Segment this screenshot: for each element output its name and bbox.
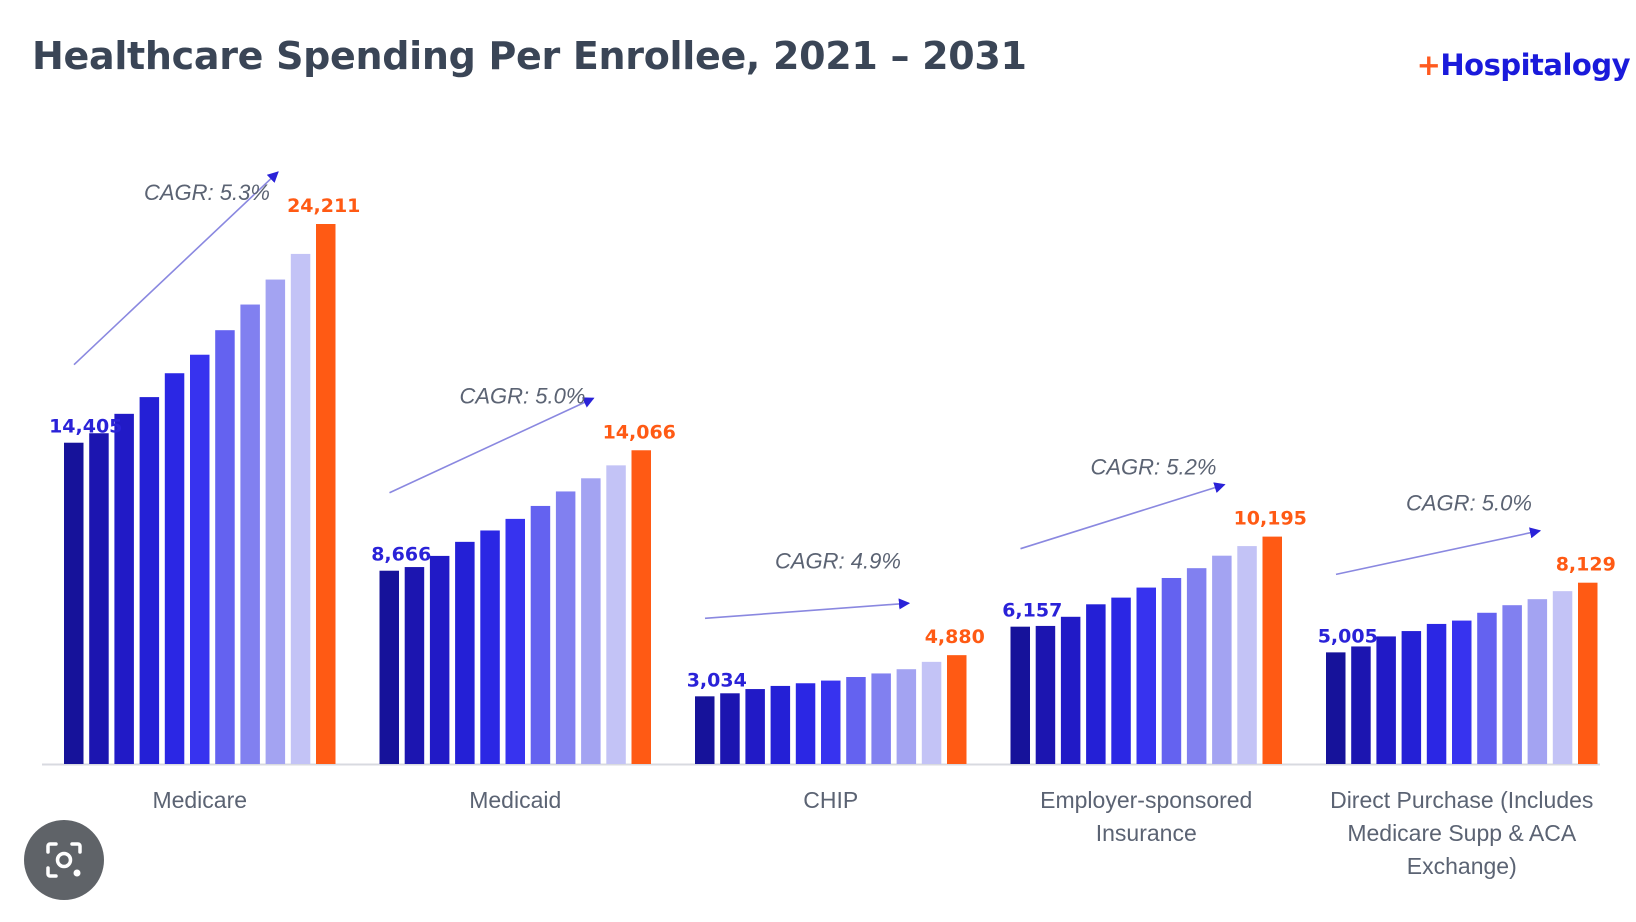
bar-1-2 — [429, 555, 450, 764]
bar-0-9 — [290, 253, 311, 764]
cagr-arrow — [1020, 482, 1226, 550]
category-label: CHIP — [803, 787, 858, 813]
bar-0-4 — [164, 373, 185, 764]
bar-0-3 — [139, 397, 160, 764]
end-value-label: 24,211 — [287, 195, 360, 217]
start-value-label: 3,034 — [687, 669, 747, 691]
category-label: Medicare — [152, 787, 247, 813]
hospitalogy-logo: +Hospitalogy — [1416, 48, 1631, 82]
bar-4-9 — [1552, 591, 1573, 764]
bar-4-0 — [1326, 652, 1346, 764]
logo-wordmark: Hospitalogy — [1440, 48, 1630, 82]
bar-1-1 — [404, 567, 425, 764]
cagr-arrow — [1335, 527, 1542, 576]
bar-2-3 — [770, 685, 791, 764]
end-value-label: 10,195 — [1234, 508, 1307, 530]
bar-4-2 — [1376, 636, 1396, 764]
bar-2-2 — [745, 689, 765, 764]
bar-3-4 — [1111, 597, 1131, 764]
bar-0-8 — [265, 279, 286, 764]
bar-3-10 — [1262, 536, 1282, 764]
end-value-label: 4,880 — [925, 626, 985, 648]
bar-4-6 — [1477, 612, 1497, 764]
lens-search-button[interactable] — [24, 820, 104, 900]
bar-3-6 — [1161, 577, 1182, 764]
category-label: Medicare Supp & ACA — [1347, 820, 1577, 846]
camera-search-icon — [46, 842, 82, 878]
bar-2-7 — [871, 673, 891, 764]
bar-4-3 — [1401, 631, 1422, 764]
bar-2-9 — [921, 661, 942, 764]
bar-1-5 — [505, 518, 525, 764]
bar-1-7 — [555, 491, 576, 764]
cagr-label: CAGR: 5.2% — [1091, 455, 1217, 480]
bar-1-0 — [379, 570, 399, 764]
cagr-label: CAGR: 5.0% — [460, 383, 586, 408]
bar-2-8 — [896, 669, 917, 764]
cagr-label: CAGR: 5.3% — [144, 180, 270, 205]
end-value-label: 8,129 — [1556, 554, 1616, 576]
bar-3-2 — [1060, 616, 1081, 764]
bar-4-7 — [1502, 605, 1522, 764]
bar-3-1 — [1035, 625, 1056, 764]
start-value-label: 6,157 — [1002, 600, 1062, 622]
logo-plus: + — [1416, 48, 1441, 82]
bar-4-5 — [1452, 620, 1472, 764]
start-value-label: 8,666 — [371, 544, 431, 566]
bar-0-2 — [114, 413, 134, 764]
chart-title: Healthcare Spending Per Enrollee, 2021 –… — [32, 34, 1027, 78]
bar-3-9 — [1237, 546, 1257, 764]
start-value-label: 14,405 — [49, 416, 122, 438]
cagr-arrow — [704, 598, 911, 620]
bar-2-1 — [720, 693, 740, 764]
category-label: Exchange) — [1407, 853, 1517, 879]
bar-2-0 — [695, 696, 715, 764]
bar-3-0 — [1010, 626, 1030, 764]
bar-2-5 — [821, 680, 841, 764]
cagr-arrow — [73, 171, 279, 366]
bar-1-3 — [455, 541, 475, 764]
bar-0-1 — [89, 433, 109, 764]
bar-1-6 — [530, 505, 551, 764]
bar-0-5 — [190, 354, 210, 764]
bar-3-7 — [1186, 568, 1207, 764]
bar-1-10 — [631, 450, 651, 764]
category-label: Direct Purchase (Includes — [1330, 787, 1593, 813]
bar-4-10 — [1578, 582, 1598, 764]
bar-0-10 — [316, 224, 336, 764]
bar-0-6 — [215, 330, 235, 764]
cagr-arrow — [389, 397, 595, 494]
end-value-label: 14,066 — [603, 421, 676, 443]
category-label: Medicaid — [469, 787, 561, 813]
bar-1-4 — [480, 530, 500, 764]
category-label: Insurance — [1096, 820, 1197, 846]
bar-2-10 — [947, 655, 967, 764]
cagr-label: CAGR: 4.9% — [775, 549, 901, 574]
bar-4-1 — [1351, 646, 1371, 764]
start-value-label: 5,005 — [1318, 625, 1378, 647]
category-label: Employer-sponsored — [1040, 787, 1252, 813]
bar-2-6 — [846, 677, 866, 764]
bar-4-8 — [1527, 599, 1548, 764]
bar-2-4 — [795, 683, 816, 764]
bar-0-7 — [240, 304, 260, 764]
bar-3-3 — [1086, 604, 1106, 764]
bar-3-5 — [1136, 587, 1156, 764]
bar-1-9 — [606, 465, 626, 764]
bar-0-0 — [64, 442, 84, 764]
bar-4-4 — [1426, 623, 1447, 764]
bar-1-8 — [581, 478, 601, 764]
bar-3-8 — [1212, 555, 1232, 764]
cagr-label: CAGR: 5.0% — [1406, 491, 1532, 516]
